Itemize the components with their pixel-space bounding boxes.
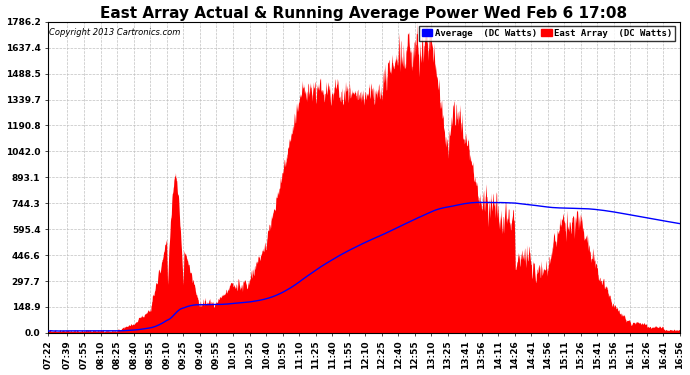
Title: East Array Actual & Running Average Power Wed Feb 6 17:08: East Array Actual & Running Average Powe… [101, 6, 628, 21]
Legend: Average  (DC Watts), East Array  (DC Watts): Average (DC Watts), East Array (DC Watts… [419, 26, 676, 40]
Text: Copyright 2013 Cartronics.com: Copyright 2013 Cartronics.com [49, 28, 181, 37]
